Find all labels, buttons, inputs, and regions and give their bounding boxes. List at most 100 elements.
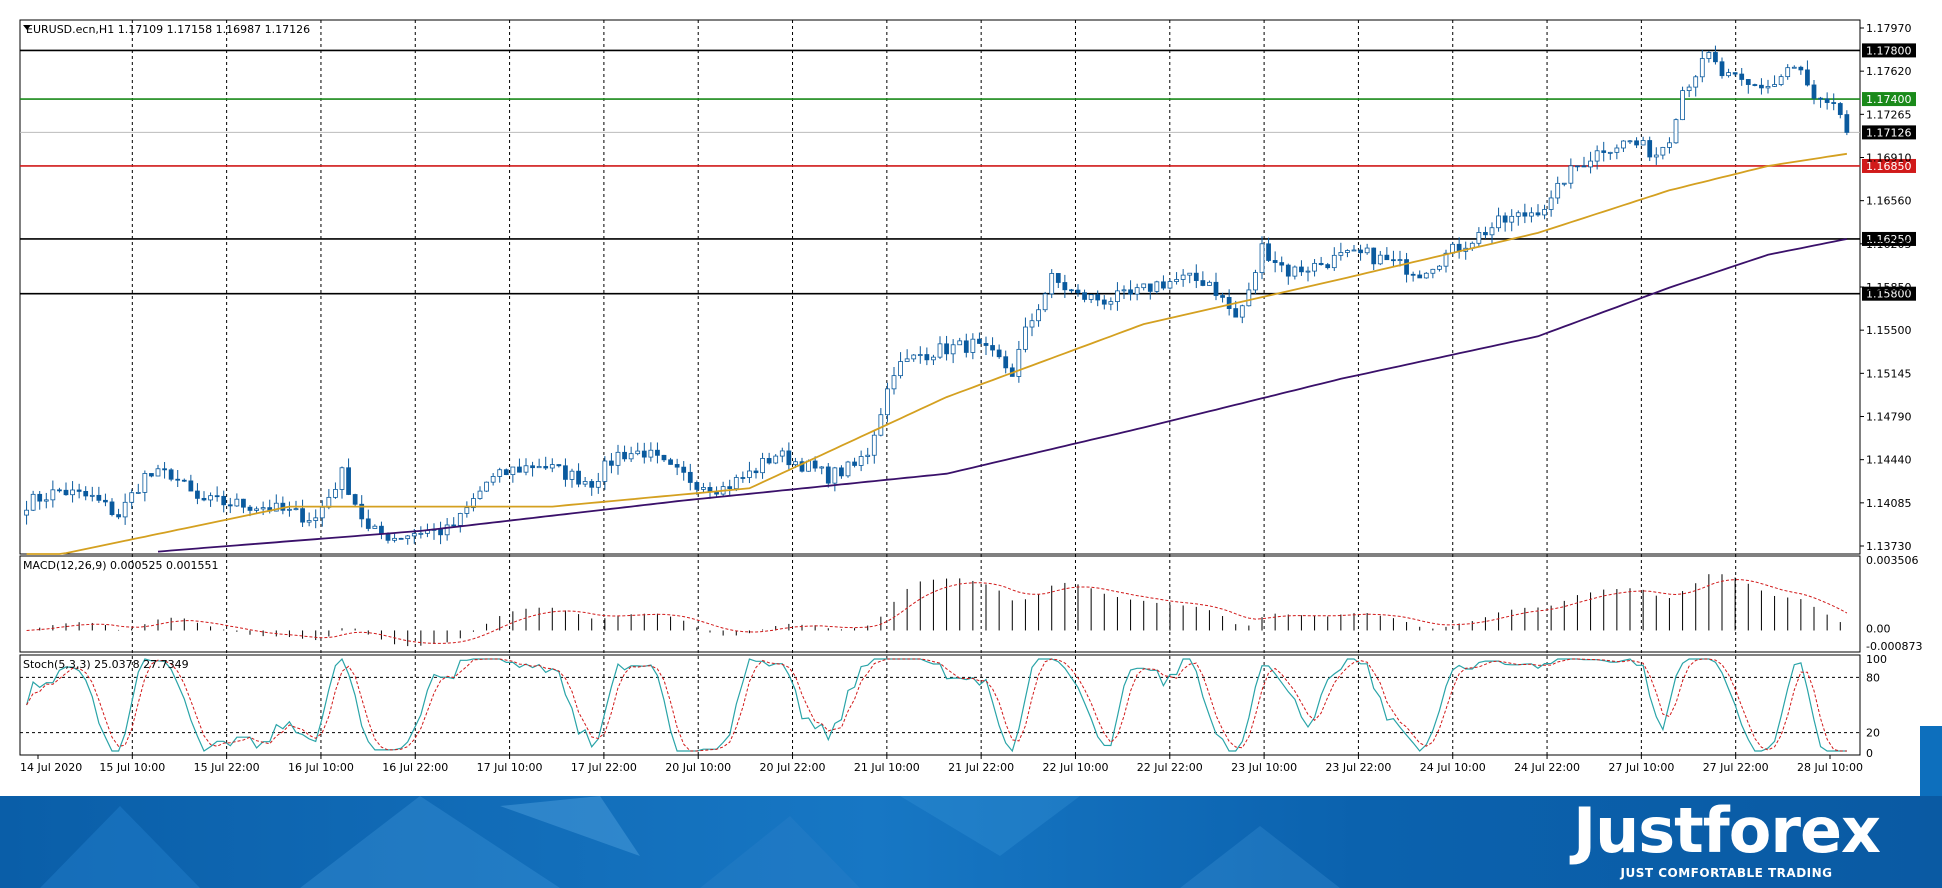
- candle-body: [1627, 140, 1633, 143]
- candle-body: [195, 490, 200, 499]
- corner-accent: [1920, 726, 1942, 796]
- candle-body: [1430, 268, 1436, 274]
- candle-body: [641, 450, 647, 458]
- candle-body: [457, 513, 463, 526]
- candle-body: [1568, 165, 1574, 184]
- candle-body: [162, 468, 167, 471]
- candle-body: [300, 508, 305, 523]
- time-tick-label: 16 Jul 10:00: [288, 761, 354, 774]
- candle-body: [293, 508, 299, 511]
- candle-body: [832, 467, 838, 484]
- candle-body: [510, 466, 516, 476]
- price-tick-label: 1.15500: [1866, 324, 1912, 337]
- candle-body: [1377, 254, 1383, 265]
- candle-body: [740, 477, 746, 479]
- candle-body: [471, 498, 476, 509]
- candle-body: [1535, 212, 1541, 216]
- candle-body: [523, 465, 529, 473]
- candle-body: [786, 450, 792, 466]
- candle-body: [1837, 103, 1843, 115]
- candle-body: [530, 465, 535, 469]
- brand-name: Justforex: [1573, 794, 1881, 867]
- candle-body: [418, 532, 424, 535]
- candle-body: [595, 480, 601, 488]
- candle-body: [1154, 281, 1160, 292]
- level-price-label: 1.16250: [1866, 233, 1912, 246]
- candle-body: [1147, 283, 1153, 292]
- candle-body: [1016, 348, 1022, 377]
- candle-body: [1759, 84, 1764, 89]
- candle-body: [917, 354, 923, 356]
- candle-body: [234, 498, 240, 507]
- candle-body: [398, 537, 404, 540]
- candle-body: [83, 491, 89, 497]
- current-price-label: 1.17126: [1866, 126, 1912, 139]
- candle-body: [1607, 151, 1613, 154]
- candle-body: [812, 460, 818, 469]
- candle-body: [839, 467, 844, 477]
- candle-body: [1621, 140, 1626, 149]
- candle-body: [1351, 249, 1357, 252]
- level-price-label: 1.17400: [1866, 93, 1912, 106]
- time-tick-label: 21 Jul 22:00: [948, 761, 1014, 774]
- ma-fast-line: [26, 152, 1848, 555]
- candle-body: [1062, 282, 1068, 291]
- candle-body: [1811, 84, 1817, 99]
- candle-body: [1614, 147, 1620, 153]
- candle-body: [221, 495, 227, 506]
- brand-logo: Justforex JUST COMFORTABLE TRADING: [1573, 794, 1881, 881]
- current-price-tag: [1862, 125, 1916, 140]
- candle-body: [1358, 249, 1363, 254]
- candle-body: [549, 464, 555, 469]
- candle-body: [247, 506, 253, 511]
- time-tick-label: 15 Jul 10:00: [99, 761, 165, 774]
- candle-body: [1699, 58, 1705, 78]
- time-tick-label: 14 Jul 2020: [20, 761, 82, 774]
- candle-body: [313, 517, 319, 521]
- candle-body: [681, 466, 687, 473]
- candle-body: [1325, 264, 1331, 269]
- candle-body: [464, 507, 470, 514]
- time-tick-label: 15 Jul 22:00: [194, 761, 260, 774]
- candle-body: [1128, 289, 1133, 295]
- macd-signal-line: [26, 579, 1848, 644]
- candle-body: [885, 388, 890, 416]
- macd-tick-label: 0.00: [1866, 622, 1891, 635]
- price-tick-label: 1.17970: [1866, 22, 1912, 35]
- candle-body: [142, 473, 148, 493]
- candle-body: [865, 454, 871, 457]
- chart-canvas: 1.17800 1.17400 1.16850 1.16250 1.15800 1.171…: [19, 19, 1922, 774]
- time-tick-label: 17 Jul 22:00: [571, 761, 637, 774]
- candle-body: [1187, 272, 1193, 276]
- candle-body: [556, 464, 562, 467]
- candle-body: [1489, 227, 1495, 236]
- candle-body: [733, 477, 739, 489]
- candle-body: [1095, 294, 1101, 301]
- candle-body: [181, 479, 187, 482]
- candle-body: [1226, 296, 1232, 309]
- candle-body: [1364, 247, 1370, 254]
- time-tick-label: 23 Jul 10:00: [1231, 761, 1297, 774]
- level-price-tag: [1862, 231, 1916, 246]
- candle-body: [30, 493, 36, 511]
- ma-slow-line: [157, 238, 1848, 553]
- candle-body: [1003, 356, 1009, 369]
- candle-body: [819, 466, 825, 469]
- candle-body: [1213, 281, 1219, 296]
- candle-body: [411, 533, 417, 537]
- candle-body: [1818, 97, 1823, 100]
- candle-body: [701, 487, 706, 490]
- candle-body: [1193, 272, 1199, 281]
- price-tick-label: 1.14440: [1866, 454, 1912, 467]
- level-price-tag: [1862, 286, 1916, 301]
- candle-body: [188, 480, 194, 492]
- candle-body: [1824, 98, 1830, 103]
- candle-body: [1502, 215, 1508, 223]
- candle-body: [1292, 266, 1298, 277]
- candle-body: [674, 464, 680, 468]
- horizontal-levels: 1.17800 1.17400 1.16850 1.16250 1.15800 1.171…: [20, 43, 1916, 301]
- candle-body: [1029, 320, 1035, 328]
- candle-body: [1542, 209, 1547, 216]
- candle-body: [24, 509, 29, 516]
- candle-body: [1706, 52, 1712, 59]
